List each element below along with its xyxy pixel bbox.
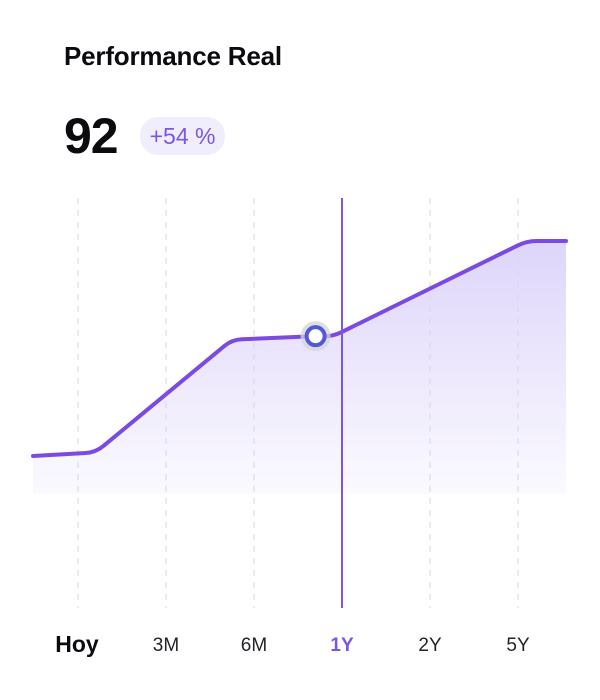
change-badge: +54 % — [139, 117, 226, 155]
timeframe-tab-3m[interactable]: 3M — [152, 635, 180, 656]
data-point-marker — [304, 325, 327, 348]
timeframe-tab-6m[interactable]: 6M — [240, 635, 268, 656]
timeframe-tab-5y[interactable]: 5Y — [506, 635, 530, 656]
timeframe-tab-2y[interactable]: 2Y — [418, 635, 442, 656]
chart-area — [33, 241, 566, 494]
timeframe-tab-1y[interactable]: 1Y — [330, 635, 354, 656]
performance-value: 92 — [64, 108, 119, 164]
timeframe-tab-hoy[interactable]: Hoy — [55, 631, 99, 657]
value-row: 92 +54 % — [64, 108, 226, 164]
page-title: Performance Real — [64, 41, 282, 71]
